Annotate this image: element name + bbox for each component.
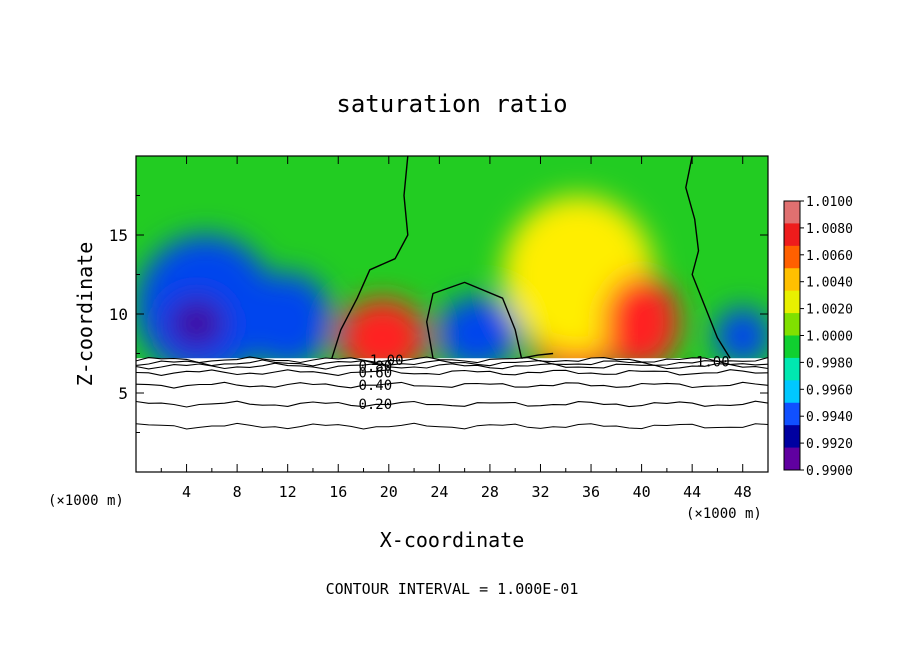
x-unit-right: (×1000 m) (686, 506, 762, 522)
colorbar-label: 0.9920 (806, 437, 853, 452)
x-tick-label: 8 (233, 483, 242, 501)
field-feature-high-7 (603, 274, 680, 370)
colorbar-label: 1.0060 (806, 249, 853, 264)
colorbar-label: 1.0080 (806, 222, 853, 237)
x-tick-label: 20 (380, 483, 398, 501)
field-feature-low-4 (436, 296, 518, 370)
colorbar-swatch (784, 201, 800, 224)
contour-label: 0.20 (358, 397, 392, 413)
x-tick-label: 32 (531, 483, 549, 501)
x-axis-label: X-coordinate (380, 528, 525, 552)
colorbar-label: 0.9900 (806, 464, 853, 479)
contour-line-1 (136, 381, 768, 389)
colorbar-swatch (784, 313, 800, 336)
x-tick-label: 28 (481, 483, 499, 501)
colorbar-swatch (784, 268, 800, 292)
y-axis-label: Z-coordinate (73, 242, 97, 387)
colorbar-swatch (784, 447, 800, 471)
y-tick-label: 15 (109, 226, 128, 245)
x-tick-label: 40 (633, 483, 651, 501)
field-feature-high-3 (338, 298, 427, 378)
x-tick-label: 24 (430, 483, 448, 501)
colorbar-label: 1.0000 (806, 330, 853, 345)
x-tick-label: 16 (329, 483, 347, 501)
colorbar-label: 0.9960 (806, 383, 853, 398)
contour-label: 1.00 (370, 353, 404, 369)
contour-interval-footer: CONTOUR INTERVAL = 1.000E-01 (326, 580, 579, 598)
x-tick-label: 4 (182, 483, 191, 501)
colorbar-swatch (784, 425, 800, 449)
contour-line-2 (136, 369, 768, 376)
chart-title: saturation ratio (336, 90, 567, 118)
x-tick-label: 48 (734, 483, 752, 501)
contour-label: 1.00 (696, 354, 730, 370)
colorbar-swatch (784, 380, 800, 404)
saturation-contour-1 (426, 281, 523, 359)
subsaturated-layer (136, 358, 768, 472)
contour-line-base (136, 422, 768, 430)
y-tick-label: 10 (109, 305, 128, 324)
contour-line-0 (136, 400, 768, 408)
field-feature-very_low-1 (168, 298, 225, 349)
contour-line-5 (136, 356, 768, 364)
contour-label: 0.80 (358, 359, 392, 375)
x-tick-label: 44 (683, 483, 701, 501)
colorbar-swatch (784, 245, 800, 269)
contour-label: 0.40 (358, 378, 392, 394)
colorbar-swatch (784, 290, 800, 314)
contour-label: 0.60 (358, 365, 392, 381)
colorbar-swatch (784, 402, 800, 426)
field-feature-low-2 (243, 272, 332, 368)
contour-line-4 (136, 359, 768, 367)
colorbar-swatch (784, 357, 800, 381)
x-unit-left: (×1000 m) (48, 493, 124, 509)
plot-area: 1.000.800.600.400.201.00 (136, 156, 768, 472)
field-feature-low-8 (714, 307, 768, 365)
x-tick-label: 36 (582, 483, 600, 501)
x-tick-label: 12 (279, 483, 297, 501)
saturation-contour-3 (685, 156, 731, 359)
saturation-contour-0 (331, 156, 409, 359)
colorbar-swatch (784, 335, 800, 359)
colorbar-label: 0.9980 (806, 356, 853, 371)
colorbar-label: 1.0020 (806, 303, 853, 318)
colorbar-swatch (784, 223, 800, 247)
colorbar-label: 1.0100 (806, 195, 853, 210)
colorbar-label: 1.0040 (806, 276, 853, 291)
colorbar-label: 0.9940 (806, 410, 853, 425)
contour-line-3 (136, 362, 768, 370)
colorbar: 1.0100 1.0080 1.0060 1.0040 1.0020 1.0000 0.99… (783, 195, 853, 479)
saturation-contour-2 (521, 352, 554, 359)
y-tick-label: 5 (118, 384, 128, 403)
